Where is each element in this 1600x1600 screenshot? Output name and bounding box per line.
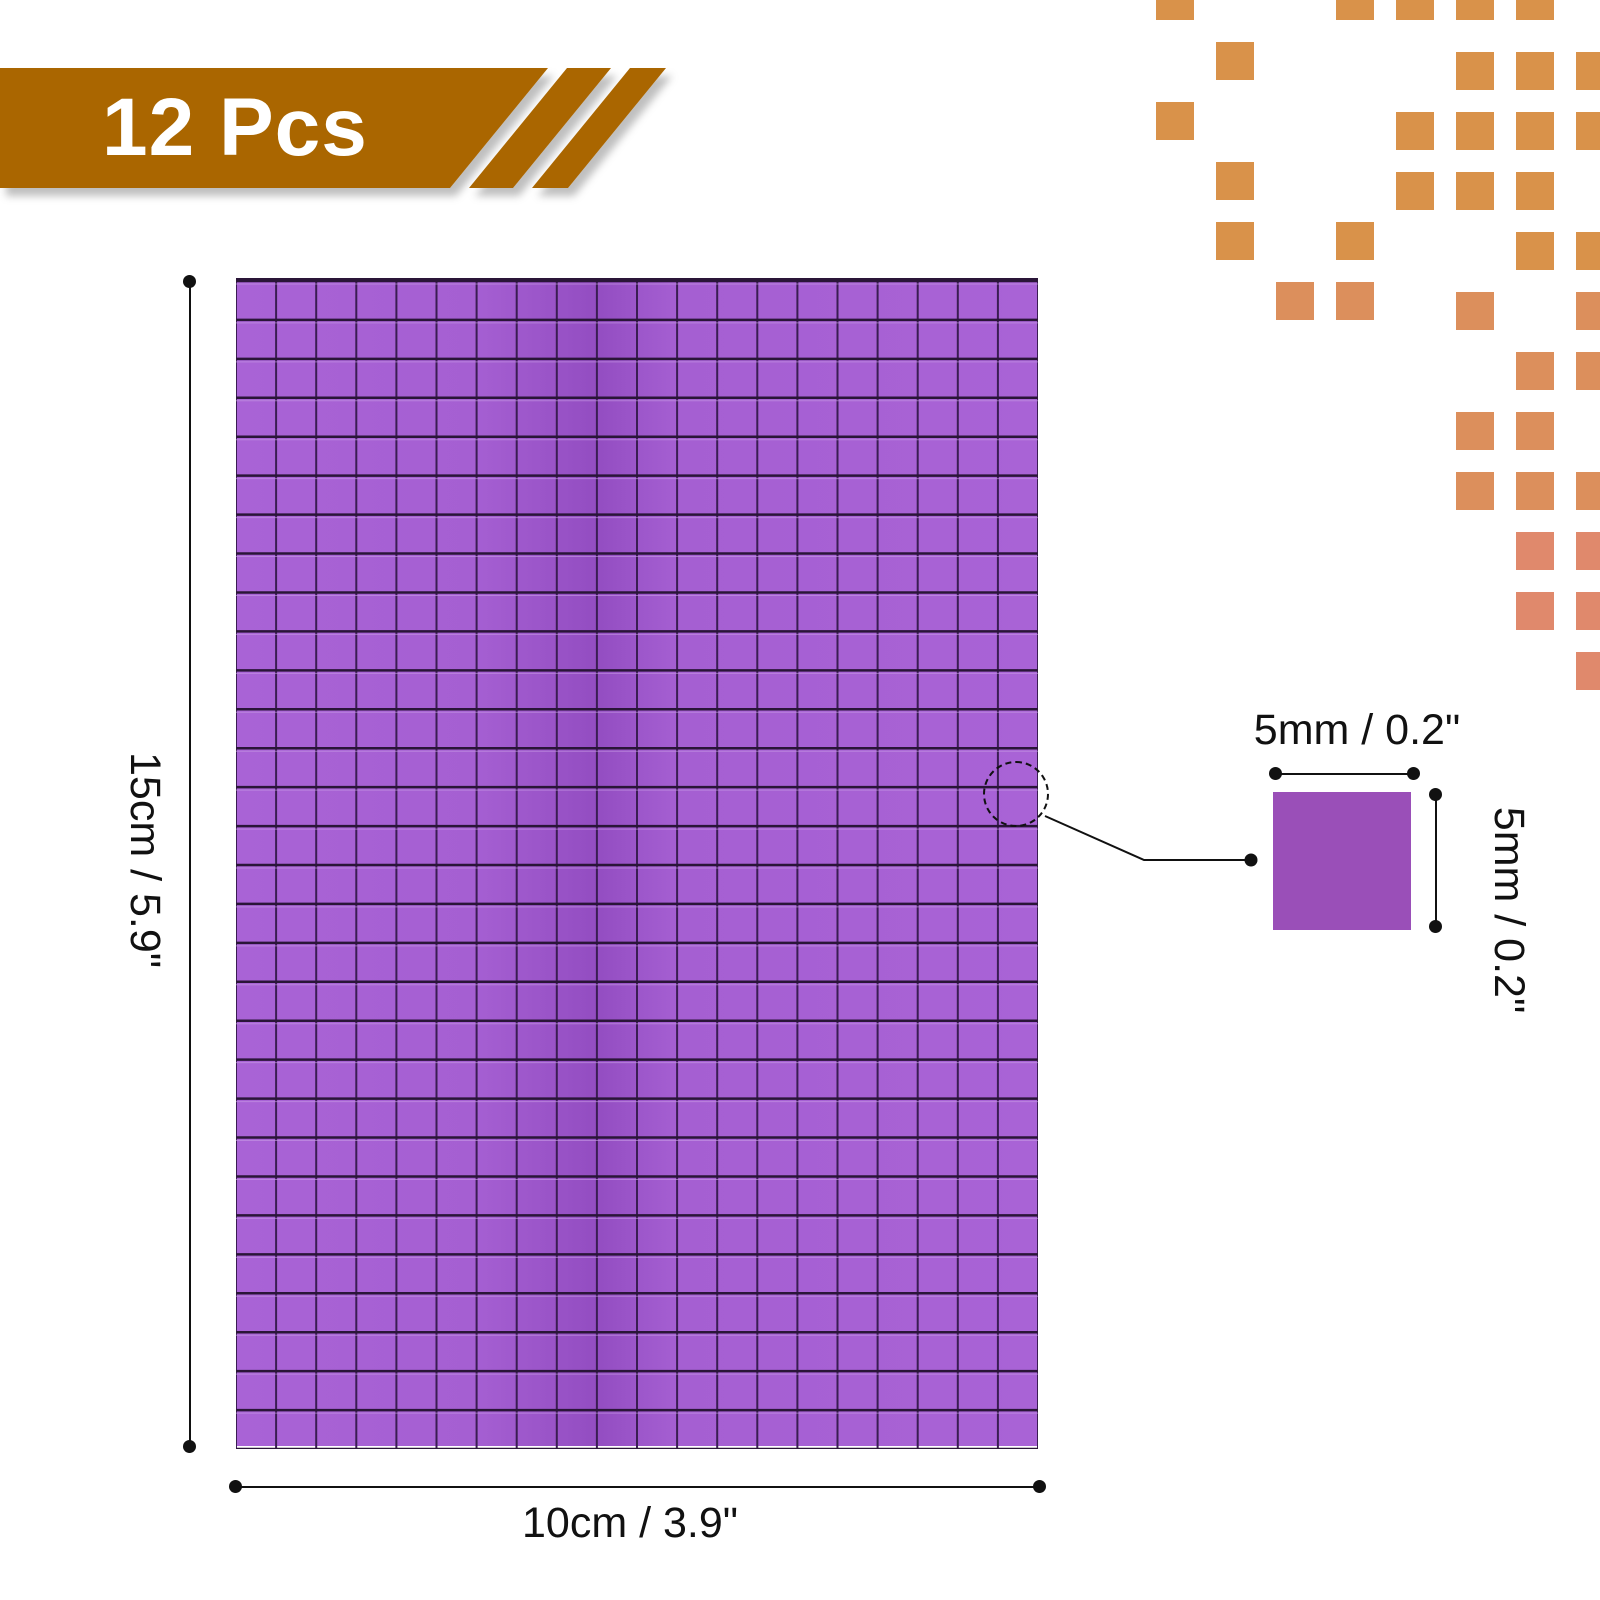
tile-width-dimension-line bbox=[1276, 773, 1413, 775]
decorative-square bbox=[1576, 652, 1600, 690]
quantity-label: 12 Pcs bbox=[102, 82, 368, 173]
decorative-square bbox=[1516, 0, 1554, 20]
tile-height-top-dot bbox=[1429, 788, 1442, 801]
decorative-square bbox=[1396, 172, 1434, 210]
decorative-square bbox=[1156, 0, 1194, 20]
decorative-square bbox=[1516, 472, 1554, 510]
decorative-square bbox=[1516, 112, 1554, 150]
banner-stripe-2 bbox=[469, 68, 611, 188]
decorative-square bbox=[1516, 412, 1554, 450]
decorative-square bbox=[1576, 472, 1600, 510]
decorative-square bbox=[1456, 472, 1494, 510]
decorative-square bbox=[1456, 292, 1494, 330]
tile-width-left-dot bbox=[1269, 767, 1282, 780]
banner-stripe-3 bbox=[532, 68, 666, 188]
decorative-squares-pattern bbox=[1156, 0, 1600, 690]
decorative-square bbox=[1576, 592, 1600, 630]
decorative-square bbox=[1456, 412, 1494, 450]
width-dimension-line bbox=[236, 1486, 1040, 1488]
tile-height-dimension-line bbox=[1435, 795, 1437, 927]
decorative-square bbox=[1456, 0, 1494, 20]
height-dimension-top-dot bbox=[183, 275, 196, 288]
mosaic-tile-grid bbox=[236, 281, 1038, 1449]
decorative-square bbox=[1576, 232, 1600, 270]
decorative-square bbox=[1516, 592, 1554, 630]
width-dimension-left-dot bbox=[229, 1480, 242, 1493]
tile-width-label: 5mm / 0.2" bbox=[1253, 706, 1461, 754]
decorative-square bbox=[1576, 352, 1600, 390]
decorative-square bbox=[1216, 162, 1254, 200]
sheet-height-label: 15cm / 5.9" bbox=[121, 751, 169, 969]
decorative-square bbox=[1456, 172, 1494, 210]
decorative-square bbox=[1156, 102, 1194, 140]
decorative-square bbox=[1396, 112, 1434, 150]
decorative-square bbox=[1396, 0, 1434, 20]
decorative-square bbox=[1516, 352, 1554, 390]
decorative-square bbox=[1516, 532, 1554, 570]
banner-main-stripe bbox=[0, 68, 548, 188]
decorative-square bbox=[1336, 222, 1374, 260]
tile-height-bottom-dot bbox=[1429, 920, 1442, 933]
mosaic-sheet bbox=[236, 278, 1038, 1449]
tile-height-label: 5mm / 0.2" bbox=[1485, 806, 1533, 1014]
decorative-square bbox=[1576, 532, 1600, 570]
sheet-width-label: 10cm / 3.9" bbox=[521, 1499, 739, 1547]
width-dimension-right-dot bbox=[1033, 1480, 1046, 1493]
height-dimension-bottom-dot bbox=[183, 1440, 196, 1453]
decorative-square bbox=[1516, 52, 1554, 90]
decorative-square bbox=[1336, 282, 1374, 320]
decorative-square bbox=[1456, 52, 1494, 90]
decorative-square bbox=[1276, 282, 1314, 320]
decorative-square bbox=[1576, 112, 1600, 150]
tile-width-right-dot bbox=[1407, 767, 1420, 780]
quantity-banner bbox=[0, 68, 666, 188]
decorative-square bbox=[1576, 292, 1600, 330]
decorative-square bbox=[1456, 112, 1494, 150]
decorative-square bbox=[1516, 172, 1554, 210]
single-tile-sample bbox=[1273, 792, 1411, 930]
decorative-square bbox=[1336, 0, 1374, 20]
decorative-square bbox=[1216, 42, 1254, 80]
height-dimension-line bbox=[189, 283, 191, 1446]
decorative-square bbox=[1216, 222, 1254, 260]
decorative-square bbox=[1516, 232, 1554, 270]
decorative-square bbox=[1576, 52, 1600, 90]
magnifier-circle bbox=[983, 761, 1049, 827]
